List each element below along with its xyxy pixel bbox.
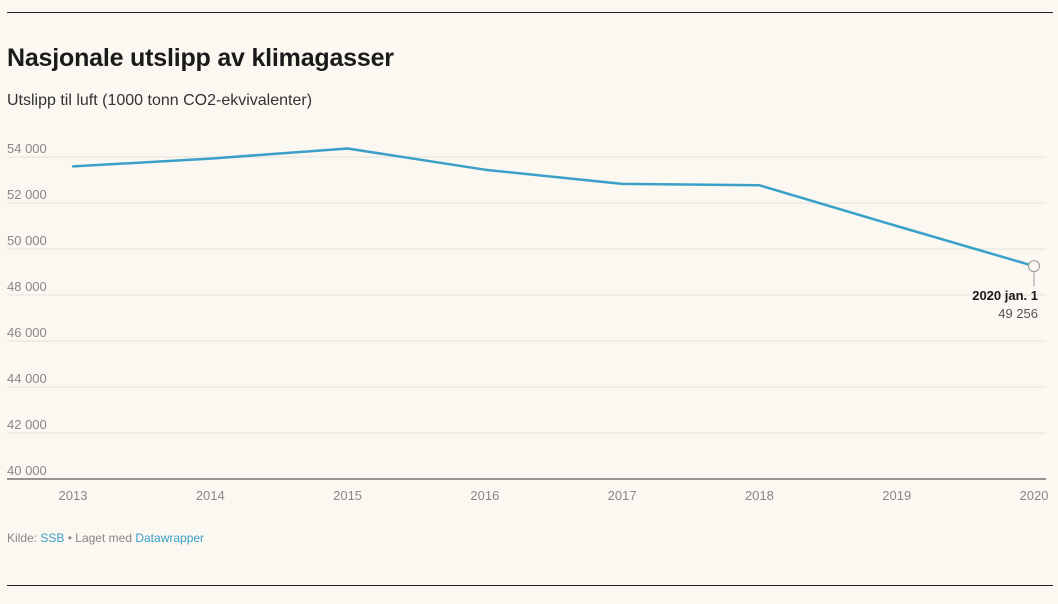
- x-axis-ticks: 2013 2014 2015 2016 2017 2018 2019 2020: [59, 488, 1049, 503]
- footer-separator: •: [67, 531, 72, 545]
- y-tick-label: 46 000: [7, 325, 47, 340]
- y-tick-label: 48 000: [7, 279, 47, 294]
- endpoint-marker: [1028, 260, 1040, 273]
- y-tick-label: 50 000: [7, 233, 47, 248]
- bottom-rule: [7, 585, 1053, 586]
- source-link[interactable]: SSB: [40, 531, 65, 545]
- x-tick-label: 2019: [882, 488, 911, 503]
- x-tick-label: 2018: [745, 488, 774, 503]
- series-line-group: [71, 147, 1036, 268]
- y-tick-label: 54 000: [7, 141, 47, 156]
- y-tick-label: 40 000: [7, 463, 47, 478]
- source-label: Kilde:: [7, 531, 38, 545]
- gridlines: [7, 156, 1046, 480]
- x-tick-label: 2016: [470, 488, 499, 503]
- y-tick-label: 44 000: [7, 371, 47, 386]
- annotation-value: 49 256: [998, 306, 1038, 321]
- annotation-label: 2020 jan. 1: [972, 288, 1038, 303]
- chart-title: Nasjonale utslipp av klimagasser: [7, 44, 394, 72]
- made-with-label: Laget med: [75, 531, 132, 545]
- y-axis-ticks: 40 000 42 000 44 000 46 000 48 000 50 000 52 0…: [7, 141, 47, 478]
- top-rule: [7, 12, 1053, 13]
- y-tick-label: 52 000: [7, 187, 47, 202]
- x-tick-label: 2020: [1020, 488, 1049, 503]
- end-annotation: 2020 jan. 1 49 256: [972, 260, 1040, 321]
- chart-subtitle: Utslipp til luft (1000 tonn CO2-ekvivale…: [7, 92, 313, 109]
- x-tick-label: 2015: [333, 488, 362, 503]
- series-line: [71, 147, 1036, 268]
- datawrapper-link[interactable]: Datawrapper: [135, 531, 205, 545]
- x-tick-label: 2013: [59, 488, 88, 503]
- x-tick-label: 2017: [608, 488, 637, 503]
- y-tick-label: 42 000: [7, 417, 47, 432]
- x-tick-label: 2014: [196, 488, 225, 503]
- footer: Kilde: SSB • Laget med Datawrapper: [7, 531, 204, 545]
